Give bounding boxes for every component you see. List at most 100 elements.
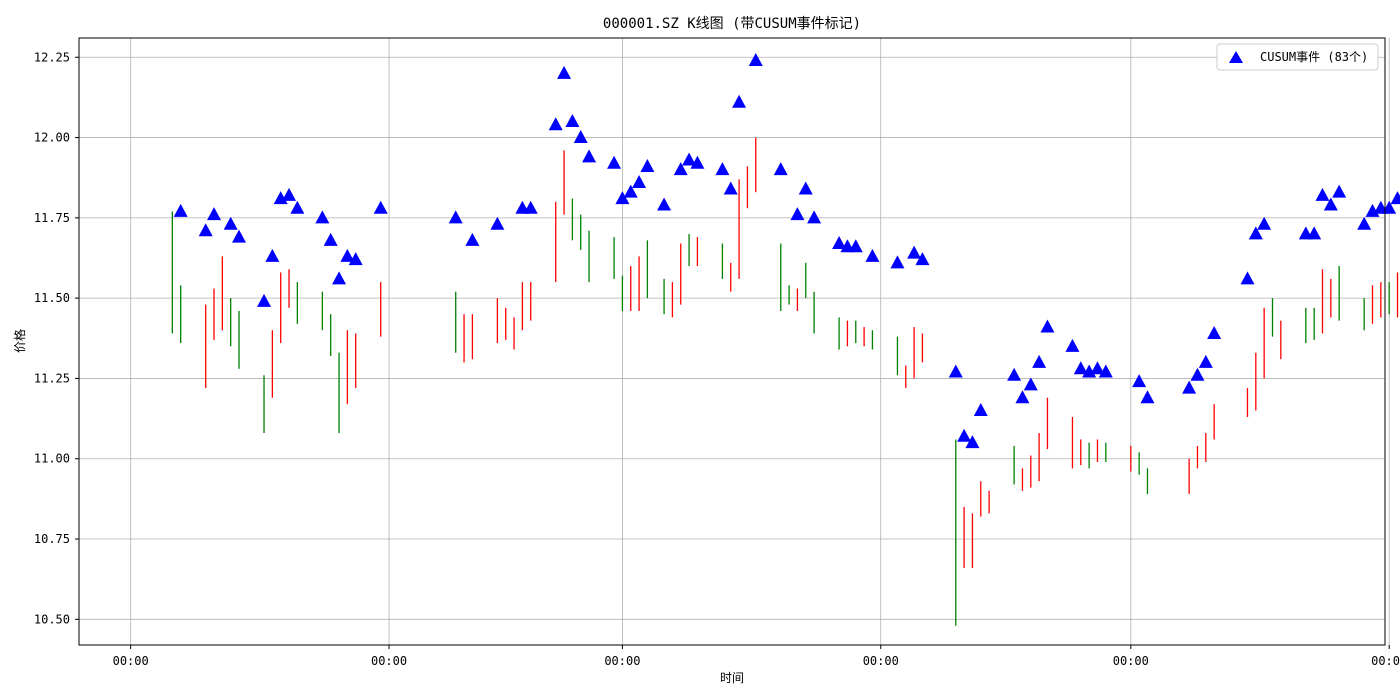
plot-frame bbox=[78, 37, 1386, 646]
cusum-event-marker bbox=[173, 203, 188, 217]
cusum-event-marker bbox=[465, 232, 480, 246]
cusum-event-marker bbox=[1332, 184, 1347, 198]
cusum-event-marker bbox=[1240, 271, 1255, 285]
cusum-event-marker bbox=[1207, 325, 1222, 339]
cusum-event-marker bbox=[1090, 361, 1105, 375]
cusum-event-marker bbox=[1040, 319, 1055, 333]
cusum-event-marker bbox=[715, 162, 730, 176]
cusum-event-marker bbox=[748, 52, 763, 66]
chart-title: 000001.SZ K线图 (带CUSUM事件标记) bbox=[603, 16, 861, 32]
y-tick-label: 11.50 bbox=[34, 291, 70, 305]
cusum-event-marker bbox=[798, 181, 813, 195]
legend-triangle-icon bbox=[1229, 51, 1243, 63]
y-tick-label: 11.75 bbox=[34, 211, 70, 225]
cusum-event-marker bbox=[1307, 226, 1322, 240]
cusum-event-marker bbox=[615, 191, 630, 205]
cusum-event-marker bbox=[723, 181, 738, 195]
cusum-event-marker bbox=[232, 229, 247, 243]
cusum-event-marker bbox=[1390, 191, 1400, 205]
cusum-event-marker bbox=[582, 149, 597, 163]
cusum-event-marker bbox=[773, 162, 788, 176]
cusum-event-marker bbox=[1248, 226, 1263, 240]
cusum-event-marker bbox=[1190, 367, 1205, 381]
cusum-event-marker bbox=[1315, 187, 1330, 201]
cusum-event-marker bbox=[915, 252, 930, 266]
cusum-event-marker bbox=[832, 236, 847, 250]
cusum-event-marker bbox=[348, 252, 363, 266]
cusum-event-marker bbox=[1098, 364, 1113, 378]
cusum-event-marker bbox=[523, 200, 538, 214]
candlestick-bars bbox=[171, 137, 1399, 626]
cusum-event-marker bbox=[282, 187, 297, 201]
x-tick-label: 00:00 bbox=[604, 654, 640, 668]
cusum-event-markers bbox=[173, 52, 1400, 449]
cusum-event-marker bbox=[340, 248, 355, 262]
cusum-event-marker bbox=[1198, 354, 1213, 368]
cusum-event-marker bbox=[682, 152, 697, 166]
cusum-event-marker bbox=[1323, 197, 1338, 211]
cusum-event-marker bbox=[557, 65, 572, 79]
y-tick-label: 11.00 bbox=[34, 452, 70, 466]
cusum-event-marker bbox=[1015, 390, 1030, 404]
cusum-event-marker bbox=[1073, 361, 1088, 375]
cusum-event-marker bbox=[290, 200, 305, 214]
cusum-event-marker bbox=[1382, 200, 1397, 214]
y-tick-label: 10.75 bbox=[34, 532, 70, 546]
cusum-event-marker bbox=[690, 155, 705, 169]
x-axis-label: 时间 bbox=[720, 671, 744, 685]
cusum-event-marker bbox=[790, 207, 805, 221]
cusum-event-marker bbox=[315, 210, 330, 224]
cusum-event-marker bbox=[640, 158, 655, 172]
cusum-event-marker bbox=[973, 403, 988, 417]
cusum-event-marker bbox=[732, 94, 747, 108]
legend-box bbox=[1216, 43, 1379, 71]
x-tick-label: 00:00 bbox=[863, 654, 899, 668]
cusum-event-marker bbox=[1182, 380, 1197, 394]
cusum-event-marker bbox=[490, 216, 505, 230]
legend: CUSUM事件 (83个) bbox=[1216, 43, 1379, 71]
cusum-event-marker bbox=[623, 184, 638, 198]
y-tick-label: 10.50 bbox=[34, 612, 70, 626]
cusum-event-marker bbox=[632, 175, 647, 189]
cusum-event-marker bbox=[565, 114, 580, 128]
cusum-event-marker bbox=[907, 245, 922, 259]
legend-label: CUSUM事件 (83个) bbox=[1260, 50, 1368, 64]
cusum-event-marker bbox=[657, 197, 672, 211]
cusum-event-marker bbox=[1132, 374, 1147, 388]
y-tick-label: 12.00 bbox=[34, 131, 70, 145]
cusum-event-marker bbox=[257, 293, 272, 307]
cusum-event-marker bbox=[198, 223, 213, 237]
x-tick-label: 00:00 bbox=[1113, 654, 1149, 668]
cusum-event-marker bbox=[373, 200, 388, 214]
cusum-event-marker bbox=[807, 210, 822, 224]
cusum-event-marker bbox=[1140, 390, 1155, 404]
cusum-event-marker bbox=[848, 239, 863, 253]
cusum-event-marker bbox=[573, 130, 588, 144]
x-tick-label: 00:00 bbox=[1371, 654, 1400, 668]
cusum-event-marker bbox=[1357, 216, 1372, 230]
cusum-event-marker bbox=[265, 248, 280, 262]
y-axis-ticks: 10.50 10.75 11.00 11.25 11.50 11.75 12.00 12.25 bbox=[34, 50, 79, 626]
cusum-event-marker bbox=[673, 162, 688, 176]
cusum-event-marker bbox=[548, 117, 563, 131]
cusum-event-marker bbox=[890, 255, 905, 269]
cusum-event-marker bbox=[223, 216, 238, 230]
cusum-event-marker bbox=[1257, 216, 1272, 230]
cusum-event-marker bbox=[607, 155, 622, 169]
cusum-event-marker bbox=[948, 364, 963, 378]
y-axis-label: 价格 bbox=[12, 329, 27, 353]
grid-layer bbox=[79, 38, 1390, 645]
cusum-event-marker bbox=[207, 207, 222, 221]
cusum-event-marker bbox=[332, 271, 347, 285]
cusum-event-marker bbox=[957, 428, 972, 442]
y-tick-label: 12.25 bbox=[34, 50, 70, 64]
y-tick-label: 11.25 bbox=[34, 371, 70, 385]
cusum-event-marker bbox=[1007, 367, 1022, 381]
cusum-event-marker bbox=[965, 435, 980, 449]
cusum-event-marker bbox=[323, 232, 338, 246]
x-tick-label: 00:00 bbox=[113, 654, 149, 668]
cusum-event-marker bbox=[1065, 338, 1080, 352]
